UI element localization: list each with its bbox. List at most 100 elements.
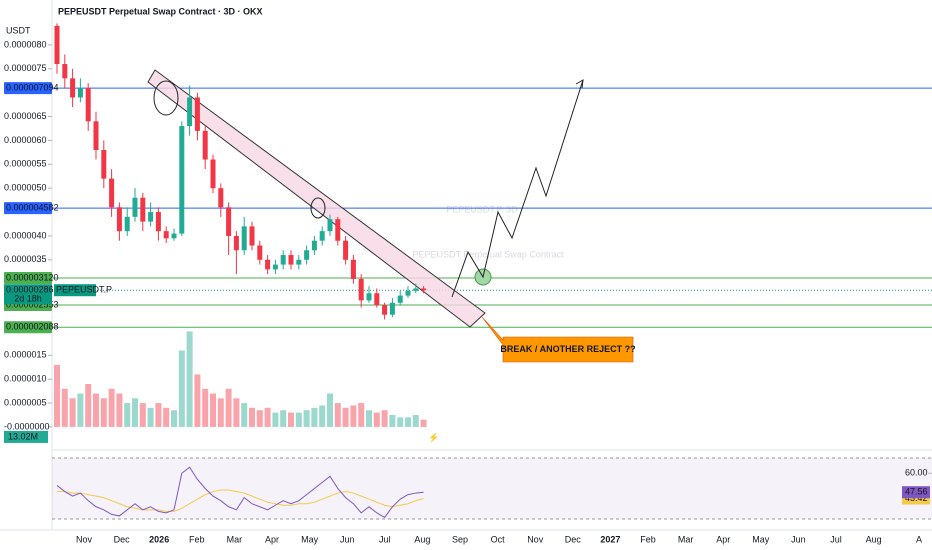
candle-body: [210, 159, 216, 189]
x-tick-label: Aug: [866, 534, 882, 544]
volume-bar: [272, 412, 279, 427]
volume-bar: [124, 403, 131, 427]
chart-title: PEPEUSDT Perpetual Swap Contract · 3D · …: [58, 6, 263, 16]
candle-body: [54, 25, 60, 65]
callout-text: BREAK / ANOTHER REJECT ??: [500, 344, 635, 354]
volume-bar: [69, 398, 76, 427]
volume-bar: [178, 350, 185, 427]
volume-bar: [93, 393, 99, 427]
x-tick-label: Dec: [565, 534, 582, 544]
candle-body: [249, 226, 255, 246]
x-tick-label: Aug: [414, 534, 430, 544]
candle-body: [319, 231, 325, 241]
candle-body: [311, 240, 317, 251]
x-tick-label: Feb: [640, 534, 656, 544]
x-tick-label: Apr: [265, 534, 279, 544]
volume-bar: [264, 407, 271, 427]
y-tick-label: 0.0000010: [4, 374, 47, 384]
candle-body: [148, 212, 154, 222]
candle-body: [350, 259, 356, 279]
candle-body: [304, 250, 310, 260]
symbol-badge: [54, 284, 96, 297]
candle-body: [335, 219, 341, 241]
x-tick-label: Oct: [491, 534, 506, 544]
y-tick-label: 0.0000005: [4, 397, 47, 407]
candle-body: [265, 259, 271, 270]
alert-icon[interactable]: ⚡: [428, 431, 439, 443]
volume-bar: [217, 398, 224, 427]
candle-body: [233, 235, 239, 251]
candle-body: [374, 293, 380, 306]
candle-body: [327, 219, 333, 232]
candle-body: [187, 97, 193, 127]
grid-layer: [48, 44, 932, 520]
x-tick-label: Jul: [379, 534, 391, 544]
rsi-line-badge: [902, 486, 930, 499]
candle-body: [272, 264, 278, 270]
volume-label: 13.02M: [8, 431, 38, 441]
volume-bar: [116, 393, 123, 427]
level-label: 0.000004582: [6, 203, 59, 213]
callout-box: [481, 316, 634, 363]
volume-bar: [405, 417, 411, 427]
candle-body: [171, 233, 177, 239]
volume-bar: [155, 403, 162, 427]
volume-bar: [342, 407, 349, 427]
volume-bar: [186, 331, 193, 427]
candle-body: [226, 207, 232, 236]
candle-body: [405, 290, 411, 296]
y-tick-label: 0.0000015: [4, 350, 47, 360]
y-tick-label: -0.0000000: [4, 421, 50, 431]
candle-body: [101, 149, 107, 179]
volume-bar: [147, 407, 154, 427]
volume-bar: [373, 412, 380, 427]
x-tick-label: Mar: [227, 534, 243, 544]
volume-bar: [61, 388, 68, 427]
volume-bar: [100, 398, 107, 427]
x-tick-label: May: [752, 534, 770, 544]
volume-bar: [303, 410, 310, 427]
candle-body: [93, 121, 99, 150]
volume-bar: [366, 410, 372, 427]
volume-bar: [233, 398, 240, 427]
volume-bar: [319, 405, 326, 427]
level-badge: [4, 202, 52, 215]
rsi-band: [52, 458, 932, 519]
candle-body: [194, 97, 200, 131]
candle-body: [296, 259, 302, 265]
volume-bar: [210, 393, 216, 427]
rsi-line: [56, 466, 424, 519]
volume-bar: [311, 407, 318, 427]
volume-bar: [202, 388, 209, 427]
volume-bar: [334, 403, 341, 427]
y-tick-label: 0.0000060: [4, 135, 47, 145]
volume-bar: [288, 412, 294, 427]
auto-scale-button[interactable]: A: [916, 534, 922, 544]
candle-body: [413, 288, 419, 291]
level-label: 0.000002088: [6, 322, 59, 332]
volume-bar: [358, 403, 365, 427]
x-tick-label: Apr: [716, 534, 730, 544]
volume-bar: [108, 388, 115, 427]
volume-bar: [295, 412, 302, 427]
candle-body: [62, 64, 68, 79]
x-tick-label: Nov: [76, 534, 93, 544]
volume-bar: [194, 374, 201, 427]
candle-body: [241, 226, 247, 251]
candle-body: [85, 87, 91, 122]
rsi-ma-line: [57, 489, 424, 512]
volume-bar: [139, 403, 146, 427]
y-tick-label: 0.0000075: [4, 63, 47, 73]
candle-body: [421, 288, 427, 291]
x-tick-label: May: [301, 534, 319, 544]
candle-body: [218, 188, 224, 208]
watermark: PEPEUSDT.P, 3D: [446, 204, 518, 214]
marks: [54, 23, 427, 519]
candle-body: [257, 245, 263, 260]
x-tick-label: 2027: [600, 534, 620, 544]
volume-bar: [241, 403, 248, 427]
volume-bar: [412, 415, 419, 427]
volume-bar: [420, 419, 427, 427]
volume-bar: [397, 417, 404, 427]
